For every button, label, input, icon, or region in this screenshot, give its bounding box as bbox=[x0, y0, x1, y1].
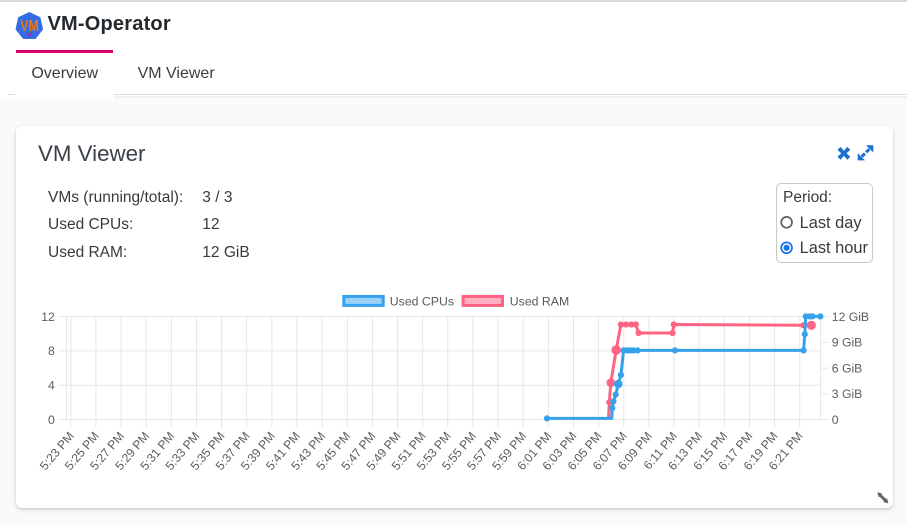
svg-text:9 GiB: 9 GiB bbox=[832, 336, 862, 350]
svg-text:12: 12 bbox=[41, 310, 55, 324]
svg-text:6 GiB: 6 GiB bbox=[832, 361, 862, 375]
svg-text:8: 8 bbox=[48, 344, 55, 358]
svg-text:0: 0 bbox=[832, 413, 839, 427]
svg-text:Used RAM: Used RAM bbox=[510, 294, 569, 308]
svg-text:12 GiB: 12 GiB bbox=[832, 310, 869, 324]
svg-text:3 GiB: 3 GiB bbox=[832, 387, 862, 401]
svg-text:Used CPUs: Used CPUs bbox=[390, 294, 454, 308]
svg-text:4: 4 bbox=[48, 379, 55, 393]
svg-text:VM: VM bbox=[20, 18, 39, 35]
svg-text:0: 0 bbox=[48, 413, 55, 427]
